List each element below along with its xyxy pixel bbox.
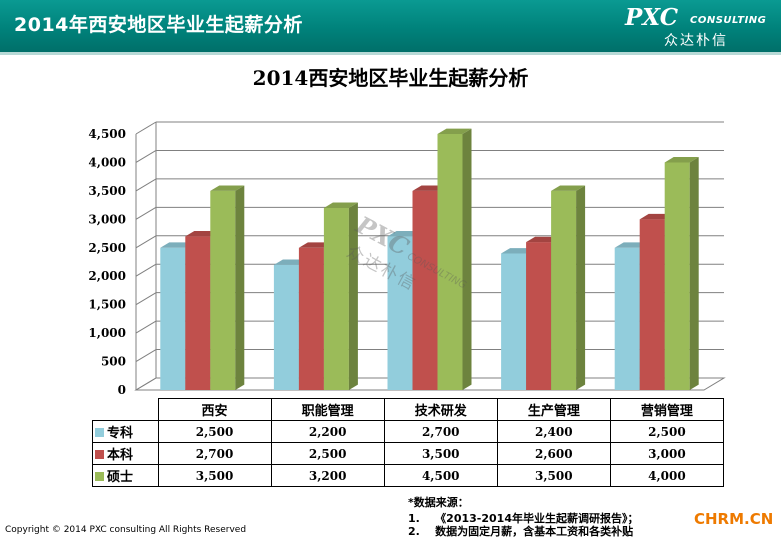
bar-side bbox=[235, 185, 245, 390]
category-label: 西安 bbox=[157, 398, 272, 421]
table-row: 硕士 3,500 3,200 4,500 3,500 4,000 bbox=[92, 464, 725, 487]
source-item-num: 1. bbox=[408, 512, 420, 525]
y-tick-label: 500 bbox=[101, 355, 126, 369]
gridline-depth bbox=[135, 349, 157, 362]
gridline-depth bbox=[135, 150, 157, 163]
source-item-num: 2. bbox=[408, 525, 420, 538]
table-cell: 2,500 bbox=[157, 420, 272, 443]
legend-swatch bbox=[95, 472, 104, 481]
bar-front bbox=[526, 242, 552, 390]
y-tick-label: 2,500 bbox=[88, 241, 126, 255]
category-label: 职能管理 bbox=[270, 398, 385, 421]
header-title: 2014年西安地区毕业生起薪分析 bbox=[14, 14, 303, 36]
bar-top bbox=[210, 185, 245, 191]
table-cell: 4,500 bbox=[383, 464, 498, 487]
gridline-depth bbox=[135, 320, 157, 334]
bar-side bbox=[462, 128, 472, 390]
table-row: 本科 2,700 2,500 3,500 2,600 3,000 bbox=[92, 442, 725, 465]
bar-front bbox=[437, 134, 463, 390]
gridline-depth bbox=[135, 263, 157, 277]
y-tick-label: 3,500 bbox=[88, 184, 126, 198]
source-item: 1. 《2013-2014年毕业生起薪调研报告》； bbox=[408, 510, 638, 526]
table-cell: 3,000 bbox=[609, 442, 725, 465]
series-name: 硕士 bbox=[107, 470, 134, 485]
company-logo: PXC bbox=[625, 4, 679, 31]
bar-top bbox=[437, 128, 472, 134]
bar-front bbox=[160, 247, 186, 390]
y-tick-label: 1,000 bbox=[88, 326, 126, 340]
source-item-text: 《2013-2014年毕业生起薪调研报告》； bbox=[435, 512, 639, 525]
y-tick-label: 4,500 bbox=[88, 127, 126, 141]
table-header-row: 西安 职能管理 技术研发 生产管理 营销管理 bbox=[92, 398, 725, 421]
series-name: 专科 bbox=[107, 426, 134, 441]
gridline-depth bbox=[135, 235, 157, 249]
table-cell: 2,200 bbox=[270, 420, 385, 443]
data-table: 西安 职能管理 技术研发 生产管理 营销管理 专科 2,500 2,200 2,… bbox=[92, 398, 725, 487]
table-cell: 2,700 bbox=[383, 420, 498, 443]
category-label: 生产管理 bbox=[496, 398, 611, 421]
bar-front bbox=[664, 162, 690, 390]
y-tick-label: 1,500 bbox=[88, 298, 126, 312]
y-tick-label: 2,000 bbox=[88, 269, 126, 283]
legend-swatch bbox=[95, 450, 104, 459]
bar-front bbox=[387, 236, 413, 390]
y-tick-label: 0 bbox=[118, 383, 126, 397]
table-row: 专科 2,500 2,200 2,700 2,400 2,500 bbox=[92, 420, 725, 443]
gridline-depth bbox=[135, 206, 157, 220]
table-cell: 4,000 bbox=[609, 464, 725, 487]
table-cell: 3,500 bbox=[496, 464, 611, 487]
table-cell: 2,600 bbox=[496, 442, 611, 465]
category-label: 技术研发 bbox=[383, 398, 498, 421]
legend-swatch bbox=[95, 428, 104, 437]
gridline-depth bbox=[135, 292, 157, 306]
table-cell: 2,400 bbox=[496, 420, 611, 443]
source-item: 2. 数据为固定月薪，含基本工资和各类补贴 bbox=[408, 523, 633, 539]
chart-title: 2014西安地区毕业生起薪分析 bbox=[252, 66, 529, 90]
bar-front bbox=[551, 190, 577, 390]
legend-entry: 硕士 bbox=[92, 464, 159, 487]
bar-front bbox=[210, 190, 236, 390]
y-tick-label: 4,000 bbox=[88, 155, 126, 169]
gridline-depth bbox=[135, 121, 157, 135]
bar-front bbox=[501, 253, 527, 390]
bar-front bbox=[639, 219, 665, 390]
bar-top bbox=[664, 157, 699, 163]
bar-front bbox=[323, 207, 349, 390]
bar-front bbox=[185, 236, 211, 390]
bar-front bbox=[412, 190, 438, 390]
legend-entry: 专科 bbox=[92, 420, 159, 443]
series-name: 本科 bbox=[107, 448, 134, 463]
table-cell: 3,500 bbox=[157, 464, 272, 487]
bar-front bbox=[298, 247, 324, 390]
bar-side bbox=[689, 157, 699, 390]
header-bar: 2014年西安地区毕业生起薪分析 PXC CONSULTING 众达朴信 bbox=[0, 0, 781, 52]
bar-side bbox=[576, 185, 586, 390]
table-cell: 3,500 bbox=[383, 442, 498, 465]
copyright-text: Copyright © 2014 PXC consulting All Righ… bbox=[5, 525, 247, 535]
table-cell: 2,700 bbox=[157, 442, 272, 465]
table-corner bbox=[92, 398, 159, 421]
source-item-text: 数据为固定月薪，含基本工资和各类补贴 bbox=[435, 525, 634, 538]
bar-front bbox=[273, 264, 299, 390]
source-title: *数据来源： bbox=[408, 496, 469, 509]
table-cell: 3,200 bbox=[270, 464, 385, 487]
company-logo-cn: 众达朴信 bbox=[664, 33, 728, 49]
bar-top bbox=[551, 185, 586, 191]
company-logo-sub: CONSULTING bbox=[690, 15, 767, 26]
bar-side bbox=[348, 202, 358, 390]
gridline-depth bbox=[135, 178, 157, 192]
site-logo: CHRM.CN bbox=[694, 510, 774, 528]
bar-top bbox=[323, 202, 358, 208]
category-label: 营销管理 bbox=[609, 398, 725, 421]
header-divider bbox=[0, 52, 781, 55]
legend-entry: 本科 bbox=[92, 442, 159, 465]
bar-front bbox=[614, 247, 640, 390]
table-cell: 2,500 bbox=[270, 442, 385, 465]
table-cell: 2,500 bbox=[609, 420, 725, 443]
y-tick-label: 3,000 bbox=[88, 212, 126, 226]
